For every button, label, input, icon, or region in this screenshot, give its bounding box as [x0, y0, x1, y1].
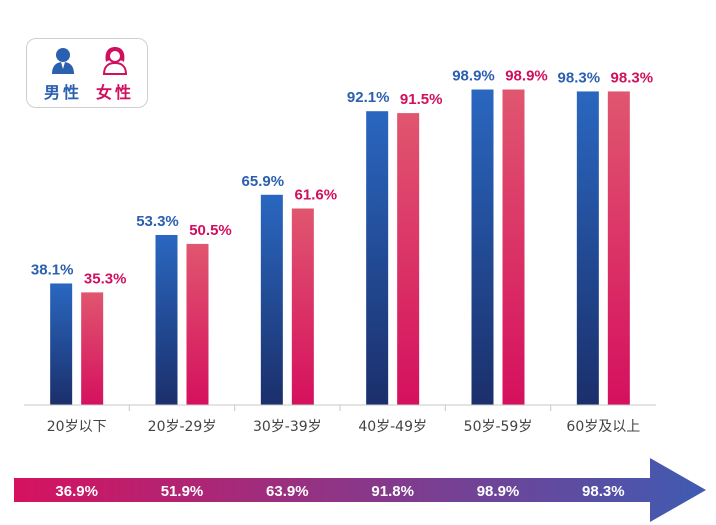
average-value-label: 91.8%: [371, 483, 414, 500]
legend-item-female: 女性: [91, 45, 139, 103]
legend: 男性 女性: [26, 38, 148, 108]
x-axis: 20岁以下 20岁-29岁 30岁-39岁 40岁-49岁 50岁-59岁 60岁及以上: [24, 404, 656, 435]
male-bar: [471, 89, 494, 405]
x-tick-label: 30岁-39岁: [253, 419, 322, 435]
male-value-label: 65.9%: [242, 173, 285, 190]
x-tick-label: 60岁及以上: [566, 419, 640, 435]
female-value-label: 98.3%: [611, 69, 654, 86]
female-bar: [607, 91, 630, 405]
x-tick-label: 40岁-49岁: [358, 419, 427, 435]
x-tick-label: 20岁-29岁: [148, 419, 217, 435]
female-value-label: 61.6%: [295, 186, 338, 203]
legend-male-label: 男性: [43, 83, 82, 102]
female-user-icon: [102, 47, 128, 75]
average-value-label: 63.9%: [266, 483, 309, 500]
x-tick-label: 50岁-59岁: [464, 419, 533, 435]
average-labels: 36.9% 51.9% 63.9% 91.8% 98.9% 98.3%: [55, 483, 624, 500]
male-value-label: 53.3%: [136, 213, 179, 230]
female-value-label: 35.3%: [84, 270, 127, 287]
legend-item-male: 男性: [39, 45, 87, 103]
average-arrow: [14, 458, 706, 522]
legend-female-label: 女性: [95, 83, 134, 102]
male-value-label: 98.9%: [452, 68, 495, 85]
male-bar: [576, 91, 599, 405]
average-value-label: 51.9%: [161, 483, 204, 500]
male-user-icon: [52, 48, 74, 74]
female-bar: [81, 292, 104, 405]
female-value-label: 98.9%: [505, 68, 548, 85]
male-bar: [366, 111, 389, 406]
female-bar: [291, 208, 314, 405]
male-bar: [260, 194, 283, 405]
female-value-label: 50.5%: [189, 222, 232, 239]
average-value-label: 98.9%: [477, 483, 520, 500]
male-bar: [50, 283, 73, 405]
average-value-label: 98.3%: [582, 483, 625, 500]
male-value-label: 38.1%: [31, 261, 74, 278]
male-value-label: 98.3%: [558, 69, 601, 86]
bars-group: 38.1% 35.3% 53.3% 50.5% 65.9% 61.6% 92.1% 91.5%…: [31, 68, 654, 406]
male-value-label: 92.1%: [347, 89, 390, 106]
female-bar: [397, 113, 420, 406]
female-bar: [502, 89, 525, 405]
average-value-label: 36.9%: [55, 483, 98, 500]
male-bar: [155, 234, 178, 405]
female-value-label: 91.5%: [400, 91, 443, 108]
female-bar: [186, 243, 209, 405]
x-tick-label: 20岁以下: [47, 419, 107, 435]
